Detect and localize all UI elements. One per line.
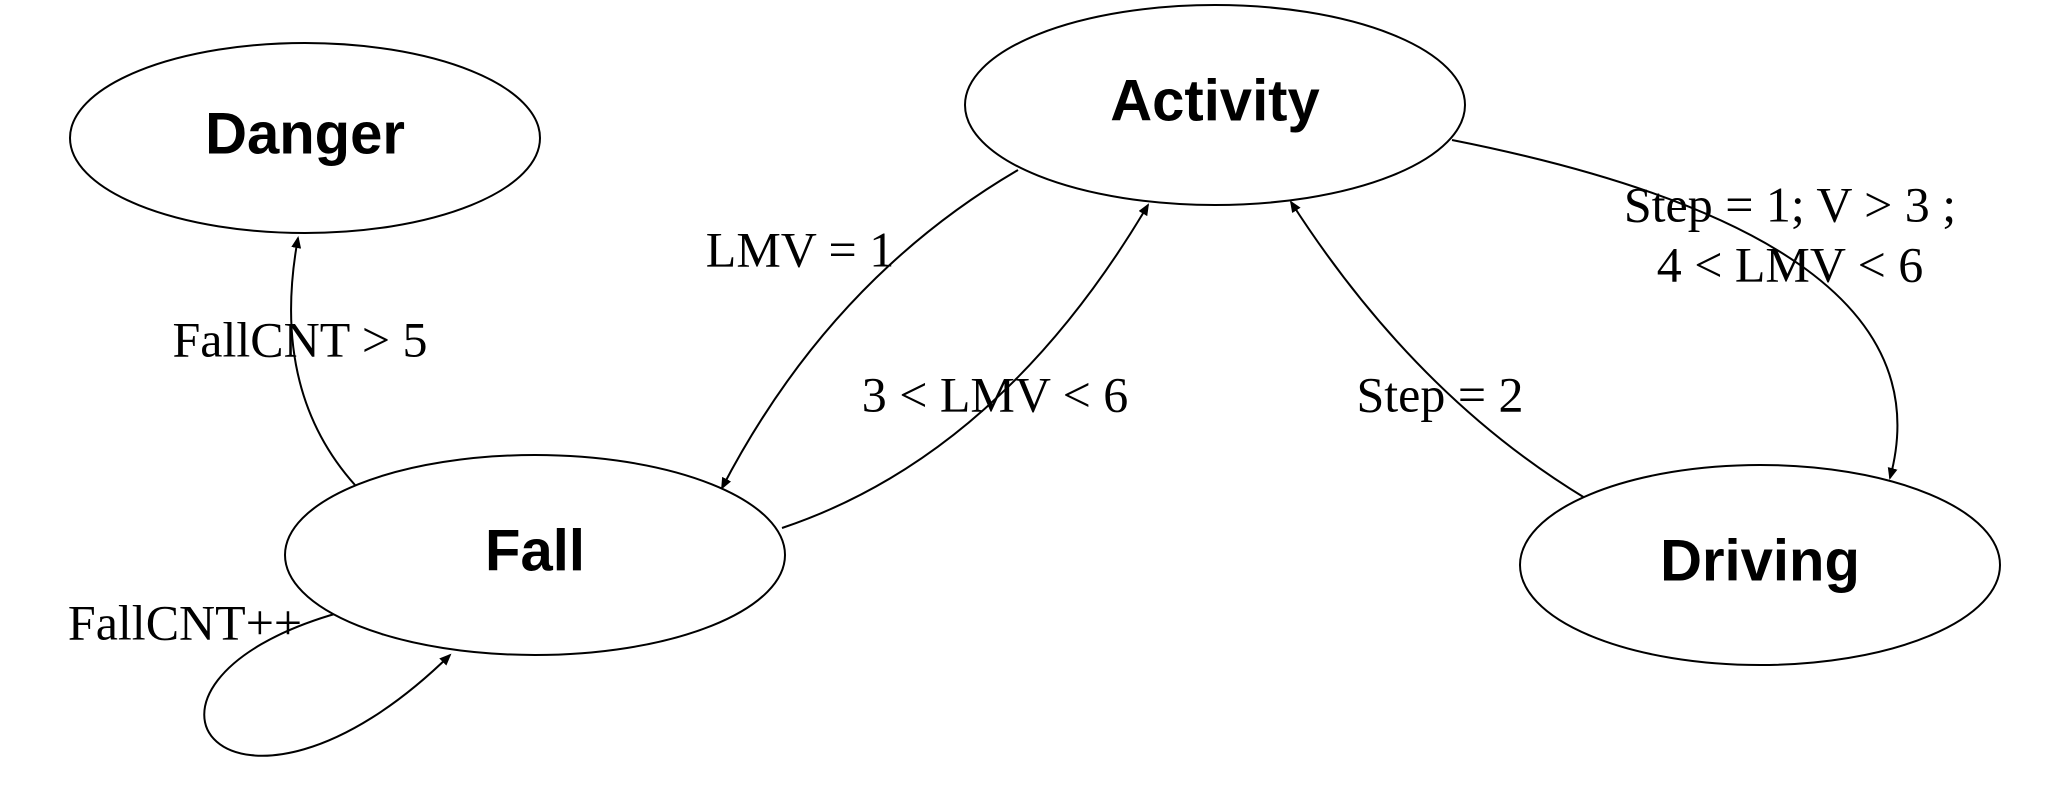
edge-label-activity-driving-line2: 4 < LMV < 6 [1657, 236, 1924, 292]
state-label-fall: Fall [485, 518, 585, 583]
state-label-driving: Driving [1660, 528, 1860, 593]
state-diagram: Danger Activity Fall Driving FallCNT > 5 LMV… [0, 0, 2065, 807]
edge-label-fall-activity: 3 < LMV < 6 [862, 366, 1129, 422]
edge-label-activity-driving-line1: Step = 1; V > 3 ; [1624, 176, 1956, 232]
edge-label-fall-self: FallCNT++ [68, 594, 302, 650]
state-label-activity: Activity [1110, 68, 1320, 133]
edge-driving-activity [1291, 202, 1585, 498]
edge-label-activity-fall: LMV = 1 [706, 221, 894, 277]
edge-label-fall-danger: FallCNT > 5 [172, 311, 427, 367]
edge-activity-fall [722, 170, 1018, 488]
state-label-danger: Danger [205, 101, 405, 166]
edge-label-driving-activity: Step = 2 [1356, 366, 1523, 422]
